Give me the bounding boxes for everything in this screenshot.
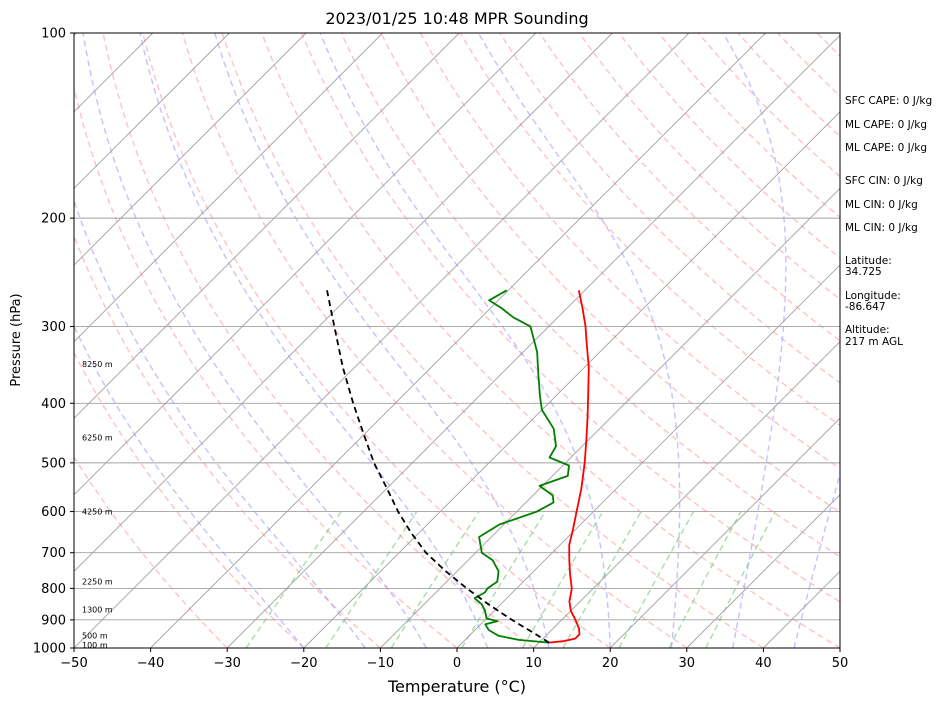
y-tick-label: 700 [41, 546, 66, 561]
stats-text: SFC CIN: 0 J/kg [845, 175, 923, 187]
x-tick-label: −10 [367, 656, 394, 671]
x-tick-label: 50 [832, 656, 849, 671]
x-tick-label: −50 [60, 656, 87, 671]
mixing-ratio-line [668, 511, 742, 648]
height-label: 4250 m [82, 508, 113, 517]
stats-text: ML CIN: 0 J/kg [845, 199, 918, 211]
moist-adiabat [793, 471, 840, 648]
mixing-ratio-line [705, 511, 776, 648]
pressure-gridlines [74, 33, 840, 648]
dewpoint-line [473, 289, 570, 644]
temperature-line [548, 290, 590, 644]
stats-text: Latitude: [845, 255, 892, 267]
y-tick-label: 900 [41, 613, 66, 628]
y-tick-label: 500 [41, 456, 66, 471]
mixing-ratio-line [562, 511, 642, 648]
x-tick-label: 10 [525, 656, 542, 671]
isotherm [74, 33, 613, 573]
moist-adiabat [477, 33, 681, 648]
sounding-series [325, 288, 590, 644]
stats-text: ML CAPE: 0 J/kg [845, 119, 927, 131]
isotherm [380, 187, 840, 648]
moist-adiabat [74, 198, 366, 648]
y-tick-label: 600 [41, 505, 66, 520]
x-tick-label: 20 [602, 656, 619, 671]
isotherm [74, 33, 230, 190]
isotherm [533, 340, 840, 648]
height-label: 8250 m [82, 360, 113, 369]
dry-adiabat [74, 84, 458, 648]
mixing-ratio-line [521, 511, 604, 648]
isotherm [150, 33, 766, 648]
dry-adiabat [261, 33, 840, 648]
isotherm [74, 33, 307, 266]
background-lines [74, 33, 840, 648]
isotherm [74, 33, 383, 343]
stats-text: 34.725 [845, 266, 882, 278]
y-tick-label: 400 [41, 397, 66, 412]
y-tick-label: 200 [41, 212, 66, 227]
stats-text: Longitude: [845, 290, 901, 302]
stats-text: Altitude: [845, 324, 890, 336]
stats-text: SFC CAPE: 0 J/kg [845, 95, 932, 107]
height-label: 500 m [82, 632, 108, 641]
y-tick-label: 100 [41, 27, 66, 42]
stats-text: 217 m AGL [845, 336, 903, 348]
x-axis: −50 −40 −30 −20 −10 0 10 20 30 40 50 [60, 648, 848, 671]
height-label: 6250 m [82, 434, 113, 443]
height-label: 2250 m [82, 578, 113, 587]
isotherm [303, 111, 840, 648]
moist-adiabat [82, 33, 427, 648]
y-axis-label: Pressure (hPa) [9, 293, 24, 386]
x-tick-label: 0 [453, 656, 461, 671]
x-tick-label: −20 [290, 656, 317, 671]
moist-adiabat [214, 33, 550, 648]
dry-adiabat [578, 33, 840, 301]
moist-adiabat [319, 33, 611, 648]
isotherm [686, 494, 840, 648]
isotherm [456, 264, 840, 648]
parcel-line [325, 288, 550, 644]
dry-adiabat [181, 33, 688, 648]
y-tick-label: 1000 [33, 642, 66, 657]
height-label: 1300 m [82, 605, 113, 614]
moist-adiabat [722, 33, 787, 648]
stats-text: -86.647 [845, 301, 886, 313]
height-label: 100 m [82, 641, 108, 650]
chart-title: 2023/01/25 10:48 MPR Sounding [325, 9, 588, 28]
isotherm [74, 33, 690, 648]
x-tick-label: −30 [213, 656, 240, 671]
y-tick-label: 300 [41, 320, 66, 335]
isotherm [74, 33, 460, 419]
dry-adiabat [74, 351, 305, 648]
y-axis: 1000 900 800 700 600 500 400 300 200 100 [33, 27, 74, 657]
dry-adiabat [102, 33, 535, 648]
mixing-ratio-line [461, 511, 547, 648]
stats-text: ML CIN: 0 J/kg [845, 222, 918, 234]
stats-text: ML CAPE: 0 J/kg [845, 142, 927, 154]
x-tick-label: 40 [755, 656, 772, 671]
isotherm [74, 33, 537, 496]
x-tick-label: 30 [679, 656, 696, 671]
y-tick-label: 800 [41, 582, 66, 597]
x-tick-label: −40 [137, 656, 164, 671]
dry-adiabat [142, 33, 611, 648]
x-axis-label: Temperature (°C) [387, 677, 526, 696]
isotherm [609, 417, 840, 648]
stats-panel: SFC CAPE: 0 J/kg ML CAPE: 0 J/kg ML CAPE: … [845, 95, 932, 348]
